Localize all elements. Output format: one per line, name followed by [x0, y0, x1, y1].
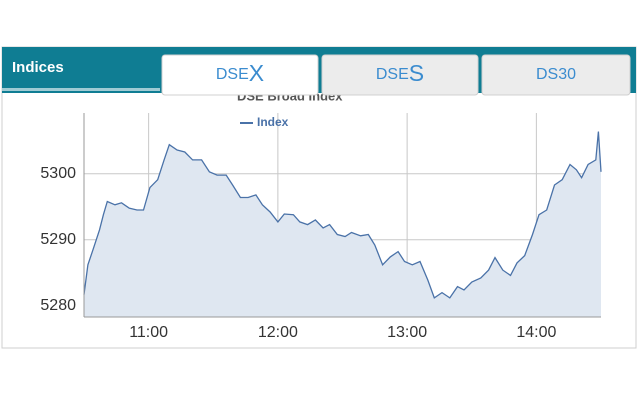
tab-label[interactable]: DSES [376, 60, 424, 86]
tab[interactable] [321, 54, 479, 96]
y-tick-label: 5300 [40, 165, 76, 182]
tab[interactable] [481, 54, 631, 96]
tab-label[interactable]: DSEX [216, 60, 264, 86]
y-tick-label: 5280 [40, 297, 76, 314]
y-tick-label: 5290 [40, 231, 76, 248]
tab-label-suffix: S [409, 60, 424, 86]
tab-label-suffix: X [249, 60, 264, 86]
header-underline [2, 88, 160, 91]
x-tick-label: 12:00 [258, 324, 298, 341]
tab[interactable] [161, 54, 319, 96]
x-tick-label: 11:00 [129, 324, 168, 341]
x-tick-label: 13:00 [387, 324, 427, 341]
header-title: Indices [12, 59, 64, 76]
tab-label-text: DS30 [536, 66, 576, 83]
tab-label[interactable]: DS30 [536, 66, 576, 83]
legend-label: Index [257, 115, 289, 129]
line [83, 131, 602, 299]
area-fill [84, 131, 601, 317]
tab-label-prefix: DSE [216, 66, 249, 83]
x-tick-label: 14:00 [516, 324, 556, 341]
tab-label-prefix: DSE [376, 66, 409, 83]
